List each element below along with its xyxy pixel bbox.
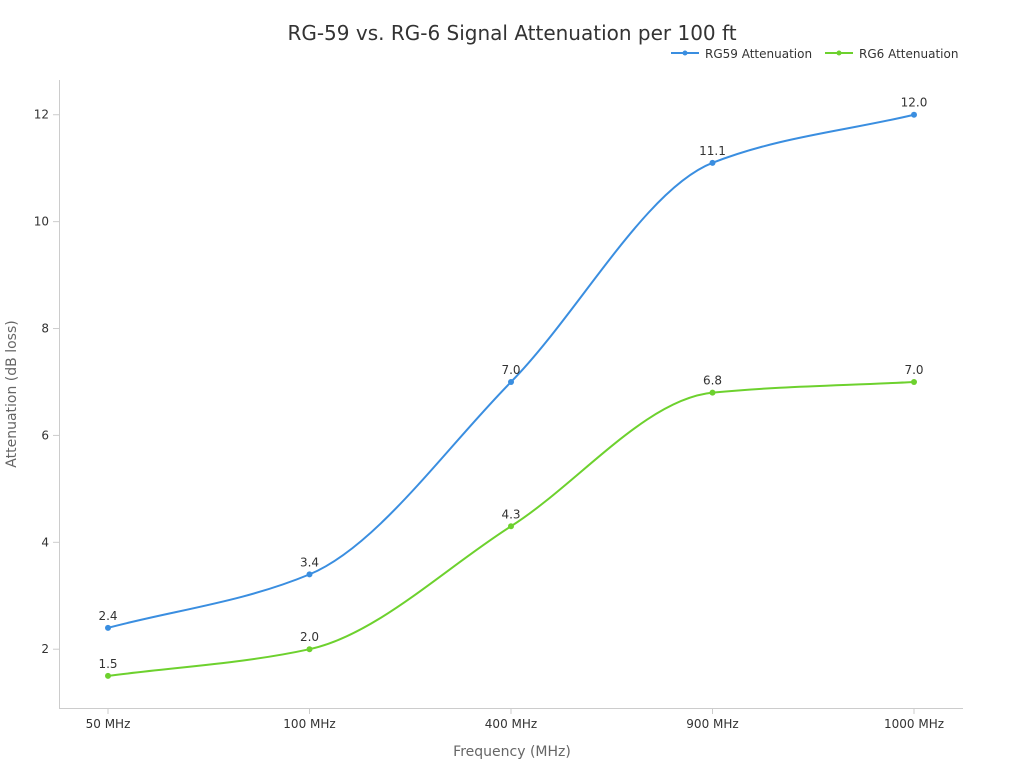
x-tick-label: 50 MHz — [86, 717, 131, 731]
series-rg6: 1.5 2.0 4.3 6.8 7.0 — [98, 363, 924, 679]
x-tick-label: 1000 MHz — [884, 717, 944, 731]
legend-item-rg6[interactable]: RG6 Attenuation — [825, 47, 958, 61]
data-point-rg59 — [105, 624, 111, 631]
data-point-rg6 — [105, 672, 111, 679]
data-label-rg59: 12.0 — [901, 96, 928, 110]
legend-marker-rg6 — [836, 50, 842, 56]
data-point-rg6 — [911, 378, 917, 385]
y-axis-ticks: 2 4 6 8 10 12 — [34, 108, 59, 656]
data-label-rg6: 4.3 — [501, 507, 520, 521]
y-tick-label: 8 — [41, 322, 49, 336]
data-point-rg59 — [709, 159, 716, 166]
x-tick-label: 900 MHz — [686, 717, 738, 731]
legend-item-rg59[interactable]: RG59 Attenuation — [671, 47, 812, 61]
y-tick-label: 6 — [41, 428, 49, 442]
data-label-rg6: 2.0 — [300, 630, 319, 644]
y-tick-label: 4 — [41, 535, 49, 549]
data-label-rg59: 11.1 — [699, 144, 726, 158]
y-axis-title: Attenuation (dB loss) — [4, 320, 20, 467]
x-tick-label: 400 MHz — [485, 717, 537, 731]
data-point-rg59 — [508, 378, 514, 385]
x-axis-ticks: 50 MHz 100 MHz 400 MHz 900 MHz 1000 MHz — [86, 708, 944, 731]
y-tick-label: 2 — [41, 642, 49, 656]
series-rg59: 2.4 3.4 7.0 11.1 12.0 — [98, 96, 927, 631]
y-tick-label: 12 — [34, 108, 49, 122]
chart-title: RG-59 vs. RG-6 Signal Attenuation per 10… — [287, 21, 736, 45]
legend-label-rg6: RG6 Attenuation — [859, 47, 958, 61]
data-label-rg6: 1.5 — [98, 657, 117, 671]
data-point-rg59 — [306, 571, 313, 578]
data-point-rg6 — [306, 646, 313, 653]
data-point-rg6 — [508, 523, 514, 530]
legend[interactable]: RG59 Attenuation RG6 Attenuation — [671, 47, 958, 61]
legend-label-rg59: RG59 Attenuation — [705, 47, 812, 61]
plot-area: 2.4 3.4 7.0 11.1 12.0 1.5 2.0 4.3 6.8 7.0 — [98, 96, 927, 679]
data-label-rg59: 3.4 — [300, 555, 319, 569]
y-tick-label: 10 — [34, 215, 49, 229]
legend-marker-rg59 — [682, 50, 688, 56]
data-label-rg6: 6.8 — [703, 374, 722, 388]
x-axis-title: Frequency (MHz) — [453, 744, 571, 760]
data-label-rg59: 7.0 — [501, 363, 520, 377]
data-point-rg59 — [911, 111, 917, 118]
data-label-rg6: 7.0 — [904, 363, 923, 377]
data-label-rg59: 2.4 — [98, 609, 117, 623]
data-point-rg6 — [709, 389, 716, 396]
x-tick-label: 100 MHz — [283, 717, 335, 731]
